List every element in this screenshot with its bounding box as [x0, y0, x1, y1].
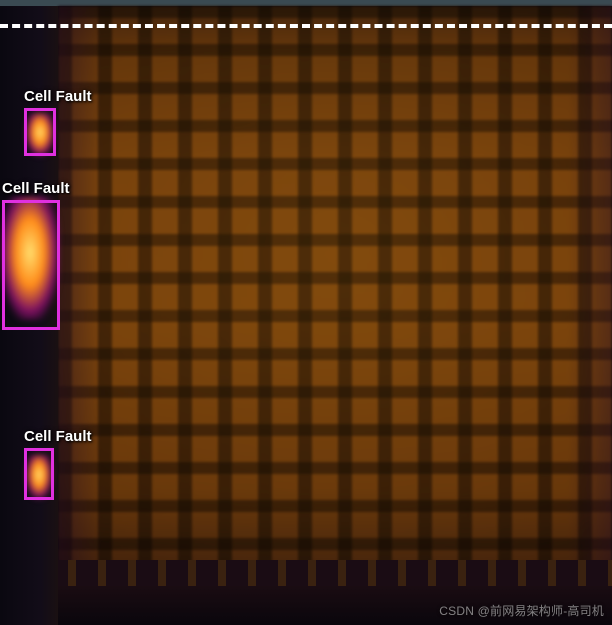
bottom-perforated-strip [58, 560, 612, 586]
bounding-box [24, 448, 54, 500]
detection-label: Cell Fault [24, 428, 92, 446]
detection-fault-3[interactable]: Cell Fault [24, 448, 54, 500]
bounding-box [24, 108, 56, 156]
detection-label: Cell Fault [2, 180, 70, 198]
detection-fault-1[interactable]: Cell Fault [24, 108, 56, 156]
dashed-guideline [0, 24, 612, 28]
detection-fault-2[interactable]: Cell Fault [2, 200, 60, 330]
thermal-panel [58, 6, 612, 625]
watermark-text: CSDN @前网易架构师-高司机 [439, 602, 604, 619]
bounding-box [2, 200, 60, 330]
thermal-stage: Cell Fault Cell Fault Cell Fault CSDN @前网易… [0, 0, 612, 625]
detection-label: Cell Fault [24, 88, 92, 106]
